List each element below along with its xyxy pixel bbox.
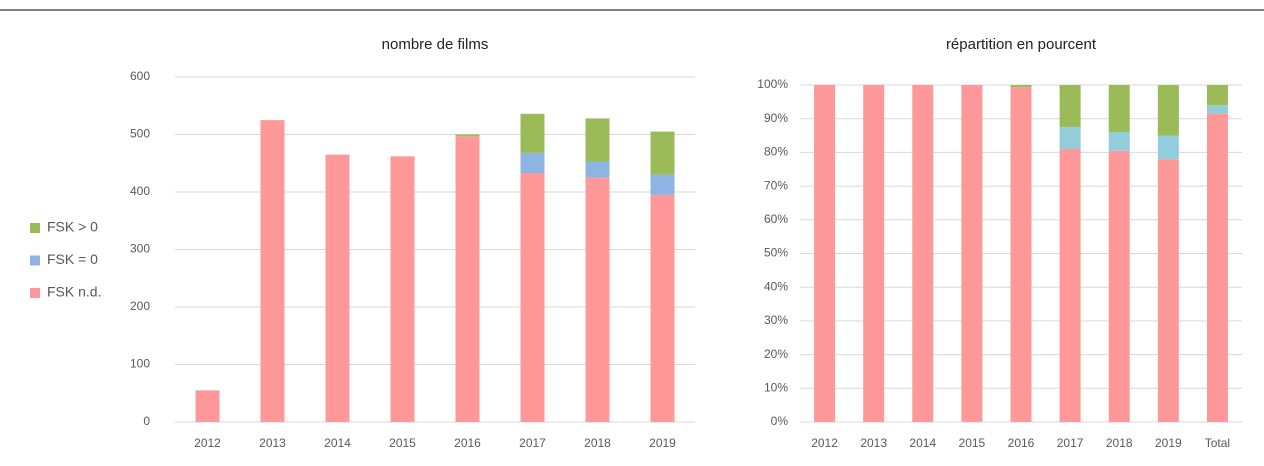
y-tick-label: 80% (764, 145, 788, 159)
chart-title: répartition en pourcent (946, 36, 1097, 53)
bar-segment (455, 136, 480, 422)
bar-segment (585, 177, 610, 422)
bar-segment (585, 161, 610, 178)
bar-segment (520, 113, 545, 153)
y-tick-label: 100 (130, 357, 150, 371)
bar-segment (650, 174, 675, 195)
y-tick-label: 70% (764, 178, 788, 192)
bar-segment (863, 85, 885, 422)
chart-title: nombre de films (382, 36, 489, 53)
bar-segment (650, 131, 675, 175)
x-tick-label: 2015 (959, 436, 986, 450)
bar-segment (325, 154, 350, 422)
bar-segment (1157, 159, 1179, 422)
y-tick-label: 600 (130, 69, 150, 83)
x-tick-label: Total (1205, 436, 1230, 450)
bar-segment (390, 156, 415, 422)
x-tick-label: 2012 (194, 436, 221, 450)
x-tick-label: 2018 (584, 436, 611, 450)
bar-segment (455, 134, 480, 137)
bar-segment (195, 390, 220, 422)
x-tick-label: 2019 (1155, 436, 1182, 450)
bar-segment (1108, 85, 1130, 133)
legend-label: FSK > 0 (47, 219, 98, 235)
y-tick-label: 0 (143, 414, 150, 428)
bar-segment (260, 120, 285, 422)
legend-swatch (30, 255, 40, 266)
bar-segment (1157, 85, 1179, 136)
x-tick-label: 2014 (909, 436, 936, 450)
x-tick-label: 2016 (454, 436, 481, 450)
bar-segment (1206, 105, 1228, 114)
bar-segment (912, 85, 934, 422)
y-tick-label: 10% (764, 380, 788, 394)
bar-segment (585, 118, 610, 162)
bar-segment (961, 85, 983, 422)
y-tick-label: 200 (130, 299, 150, 313)
x-tick-label: 2013 (259, 436, 286, 450)
bar-segment (1010, 87, 1032, 422)
legend-label: FSK n.d. (47, 284, 101, 300)
y-tick-label: 50% (764, 246, 788, 260)
bar-segment (1206, 85, 1228, 106)
legend-swatch (30, 223, 40, 233)
y-tick-label: 100% (757, 77, 788, 91)
x-tick-label: 2012 (811, 436, 838, 450)
legend-swatch (30, 288, 40, 298)
bar-segment (650, 194, 675, 422)
bar-segment (1108, 150, 1130, 422)
legend-label: FSK = 0 (47, 251, 98, 267)
bar-segment (814, 85, 836, 422)
bar-segment (1010, 85, 1032, 88)
y-tick-label: 20% (764, 347, 788, 361)
x-tick-label: 2017 (1057, 436, 1084, 450)
x-tick-label: 2016 (1008, 436, 1035, 450)
y-tick-label: 400 (130, 184, 150, 198)
y-tick-label: 30% (764, 313, 788, 327)
x-tick-label: 2019 (649, 436, 676, 450)
bar-segment (1157, 135, 1179, 160)
x-tick-label: 2015 (389, 436, 416, 450)
y-tick-label: 90% (764, 111, 788, 125)
bar-segment (1059, 127, 1081, 150)
y-tick-label: 300 (130, 242, 150, 256)
x-tick-label: 2018 (1106, 436, 1133, 450)
x-tick-label: 2013 (860, 436, 887, 450)
bar-segment (1059, 149, 1081, 422)
x-tick-label: 2017 (519, 436, 546, 450)
bar-segment (1059, 85, 1081, 128)
bar-segment (520, 152, 545, 174)
y-tick-label: 60% (764, 212, 788, 226)
x-tick-label: 2014 (324, 436, 351, 450)
bar-segment (520, 173, 545, 422)
bar-segment (1108, 132, 1130, 151)
y-tick-label: 500 (130, 127, 150, 141)
bar-segment (1206, 113, 1228, 423)
y-tick-label: 40% (764, 279, 788, 293)
y-tick-label: 0% (771, 414, 789, 428)
